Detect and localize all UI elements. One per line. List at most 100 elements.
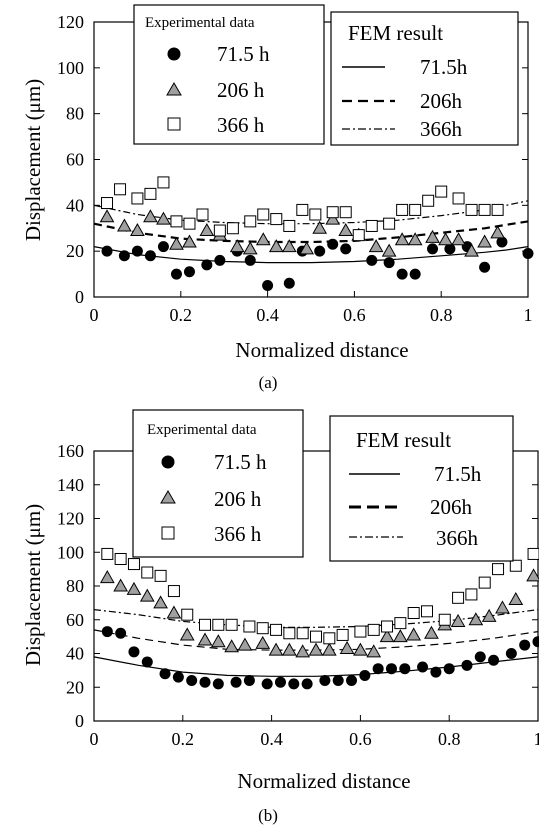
x-tick-label: 0.4 [256,305,279,325]
x-tick-label: 0.2 [172,729,195,749]
data-point-206h [451,232,466,246]
data-point-206h [199,223,215,237]
fem-line-dash-dot [93,609,539,628]
data-point-206h [99,209,115,223]
data-point-366h [352,229,365,242]
data-point-206h [339,640,355,654]
data-point-206h [130,223,145,237]
data-point-71-5h [201,259,213,271]
data-point-366h [309,208,322,221]
x-tick-label: 1 [534,729,539,749]
legend-marker-circle-b [161,455,175,469]
data-point-366h [154,569,167,582]
legend-fem-b: FEM result 71.5h 206h 366h [329,415,514,562]
data-point-71-5h [505,648,517,659]
data-point-206h [210,634,226,648]
data-point-366h [381,620,394,633]
data-point-206h [169,236,184,250]
data-point-71-5h [301,678,313,690]
data-point-71-5h [159,668,171,680]
y-tick-label: 20 [66,677,84,697]
data-point-366h [270,213,283,226]
data-point-206h [268,239,284,253]
data-point-366h [394,617,407,630]
data-point-206h [407,232,423,246]
data-point-206h [153,595,168,609]
data-point-366h [114,183,127,196]
data-point-366h [213,224,226,237]
data-point-206h [353,642,368,656]
legend-label-206h-a: 206 h [217,78,265,102]
data-point-71-5h [157,241,169,253]
data-point-366h [283,627,296,640]
data-point-206h [438,232,453,246]
data-point-71-5h [332,675,344,686]
x-axis-label-b: Normalized distance [237,769,410,793]
data-point-206h [166,605,182,619]
data-point-366h [141,566,154,579]
data-point-71-5h [214,254,226,266]
data-point-71-5h [101,626,113,638]
legend-experimental-a: Experimental data 71.5 h 206 h 366 h [133,4,325,145]
data-point-71-5h [346,675,358,686]
data-point-206h [526,568,539,582]
data-point-366h [181,608,194,621]
x-tick-label: 0.8 [430,305,453,325]
x-tick-label: 0.8 [438,729,461,749]
data-point-71-5h [340,243,352,255]
y-tick-label: 100 [57,58,84,78]
y-tick-label: 40 [66,644,84,664]
data-point-366h [310,630,322,643]
legend-fem-label-206h-a: 206h [420,89,463,113]
data-point-366h [101,197,114,210]
legend-fem-label-71-5h-a: 71.5h [420,55,468,79]
data-point-366h [354,625,367,638]
data-point-71-5h [141,656,153,668]
data-point-71-5h [243,675,255,686]
x-tick-label: 0 [90,305,99,325]
data-point-366h [167,585,180,598]
data-point-366h [491,203,504,216]
data-point-206h [197,632,213,646]
legend-fem-title-a: FEM result [348,21,443,45]
data-point-366h [438,613,451,626]
data-point-206h [325,211,341,225]
data-point-206h [156,211,171,225]
data-point-366h [492,563,505,576]
legend-fem-label-206h-b: 206h [430,495,473,519]
x-tick-label: 0.6 [349,729,372,749]
legend-marker-circle-a [167,47,181,61]
data-point-71-5h [327,238,339,250]
data-point-366h [407,607,420,619]
x-tick-label: 0.6 [343,305,366,325]
data-point-206h [477,234,492,248]
data-point-366h [283,219,296,232]
data-point-366h [422,194,435,207]
legend-marker-square-b [161,526,175,540]
data-point-206h [242,241,258,255]
data-point-366h [127,558,140,571]
data-point-206h [424,625,439,639]
data-point-206h [113,578,128,592]
data-point-206h [464,243,479,257]
data-point-206h [338,223,354,237]
data-point-71-5h [488,654,500,666]
data-point-71-5h [461,659,473,671]
y-tick-label: 60 [66,150,84,170]
data-point-206h [179,627,195,641]
data-point-71-5h [261,678,273,690]
data-point-206h [99,570,115,584]
y-tick-label: 120 [57,509,84,529]
x-tick-label: 1 [524,305,533,325]
data-point-366h [509,559,522,572]
data-point-71-5h [496,236,508,248]
data-point-366h [421,605,433,618]
data-point-206h [450,613,466,627]
data-point-366h [257,208,270,221]
data-point-206h [366,644,382,658]
data-point-206h [255,232,271,246]
data-point-71-5h [444,243,456,255]
y-axis-ticks-b: 0 20 40 60 80 100 120 140 160 [57,441,538,731]
data-point-206h [393,629,408,643]
